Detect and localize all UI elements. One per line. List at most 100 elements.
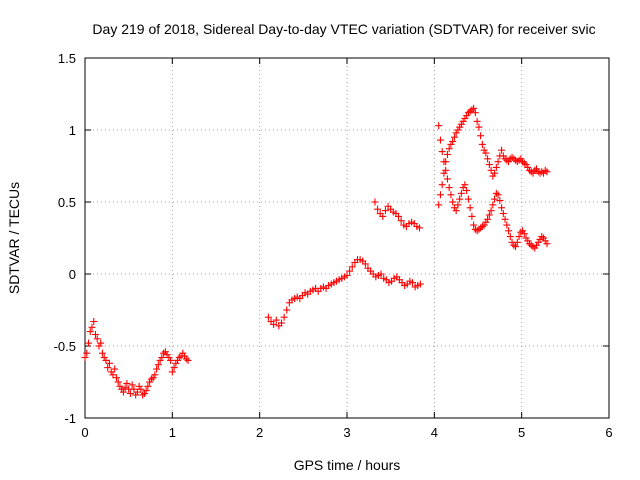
data-point <box>126 390 134 398</box>
data-point <box>485 211 493 219</box>
data-point <box>144 382 152 390</box>
data-point <box>515 233 523 241</box>
data-point <box>168 368 176 376</box>
data-point <box>491 169 499 177</box>
data-point <box>270 320 278 328</box>
x-tick-label: 0 <box>81 425 88 440</box>
data-point <box>139 391 147 399</box>
data-point <box>463 186 471 194</box>
data-point <box>280 313 288 321</box>
data-point <box>512 243 520 251</box>
data-point <box>478 222 486 230</box>
x-tick-label: 1 <box>169 425 176 440</box>
data-point <box>494 191 502 199</box>
data-point <box>440 158 448 166</box>
data-point <box>466 204 474 212</box>
data-point <box>445 145 453 153</box>
data-point <box>445 184 453 192</box>
data-point <box>503 221 511 229</box>
data-point <box>397 217 405 225</box>
data-point <box>175 354 183 362</box>
data-point <box>381 207 389 215</box>
data-point <box>498 204 506 212</box>
data-point <box>487 207 495 215</box>
data-point <box>482 149 490 157</box>
data-point <box>98 349 106 357</box>
data-point <box>379 212 387 220</box>
data-point <box>464 195 472 203</box>
data-point <box>484 155 492 163</box>
data-point <box>415 224 423 232</box>
data-point <box>531 166 539 174</box>
data-point <box>498 146 506 154</box>
y-tick-label: 0.5 <box>58 195 76 210</box>
data-point <box>506 233 514 241</box>
data-point <box>409 279 416 287</box>
data-point <box>505 227 513 235</box>
data-point <box>492 163 500 171</box>
data-point <box>86 328 94 336</box>
data-point <box>470 104 478 112</box>
y-axis-ticks: -1 -0.5 0 0.5 1 1.5 <box>54 51 609 426</box>
data-point <box>272 316 280 324</box>
y-tick-label: 0 <box>69 267 76 282</box>
data-point <box>348 263 356 271</box>
data-point <box>97 339 105 347</box>
data-point <box>436 191 444 199</box>
data-point <box>478 140 486 148</box>
data-point <box>456 195 464 203</box>
data-point <box>489 201 497 209</box>
data-point <box>343 271 351 279</box>
y-tick-label: 1.5 <box>58 51 76 66</box>
data-point <box>496 197 504 205</box>
x-tick-label: 3 <box>343 425 350 440</box>
data-point <box>520 230 528 238</box>
data-point <box>153 365 161 373</box>
data-point <box>461 181 469 189</box>
data-point <box>111 365 119 373</box>
data-point <box>90 318 98 326</box>
data-point <box>538 233 546 241</box>
data-point <box>151 371 159 379</box>
data-point <box>114 378 122 386</box>
data-point <box>450 133 458 141</box>
x-tick-label: 6 <box>605 425 612 440</box>
data-point <box>371 198 379 206</box>
data-point <box>182 355 190 363</box>
data-point <box>154 361 162 369</box>
data-point <box>395 212 403 220</box>
data-point <box>119 388 127 396</box>
data-point <box>147 375 155 383</box>
data-point <box>264 313 272 321</box>
data-point <box>468 212 476 220</box>
data-point <box>374 205 382 213</box>
data-point <box>471 109 479 117</box>
data-point <box>278 319 285 327</box>
data-point <box>515 156 523 164</box>
data-point <box>184 356 192 364</box>
data-point <box>361 260 369 268</box>
data-point <box>477 132 485 140</box>
data-point <box>473 117 481 125</box>
data-point <box>438 148 446 156</box>
data-point <box>443 150 451 158</box>
data-point <box>442 166 450 174</box>
data-point <box>438 181 446 189</box>
x-axis-ticks: 0 1 2 3 4 5 6 <box>81 58 613 440</box>
data-point <box>443 175 451 183</box>
data-point <box>501 215 509 223</box>
data-point <box>435 201 443 209</box>
data-point <box>543 168 551 176</box>
data-point <box>475 123 483 131</box>
data-point <box>527 168 535 176</box>
data-point <box>449 198 457 206</box>
data-point <box>449 138 457 146</box>
y-tick-label: -1 <box>64 411 76 426</box>
y-axis-label: SDTVAR / TECUs <box>6 182 22 294</box>
data-point <box>454 201 462 209</box>
data-point <box>457 189 465 197</box>
data-point <box>435 122 443 130</box>
data-point <box>83 349 91 357</box>
x-tick-label: 4 <box>431 425 438 440</box>
